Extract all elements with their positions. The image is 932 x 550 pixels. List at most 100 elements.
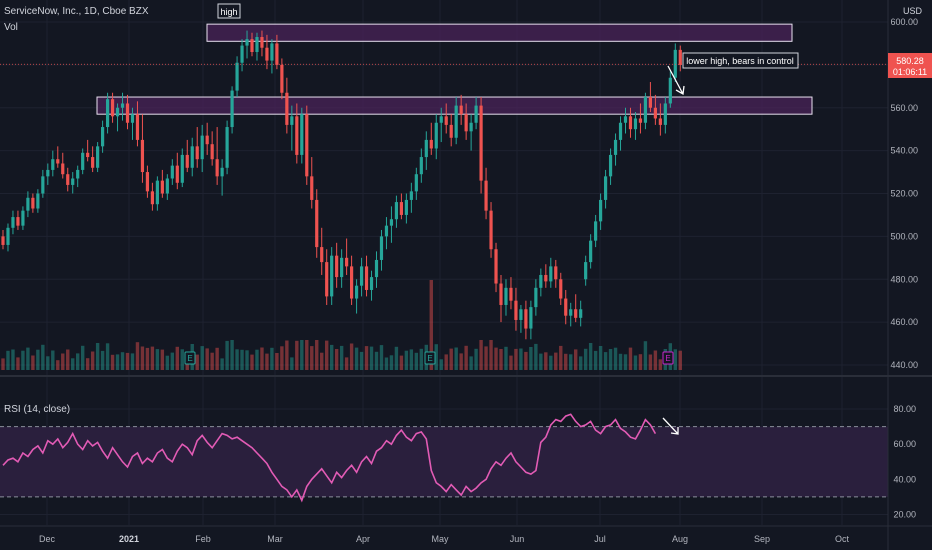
volume-bar xyxy=(80,345,85,370)
candle-body xyxy=(255,37,259,53)
volume-label: Vol xyxy=(4,22,18,33)
price-down-arrow xyxy=(667,65,685,96)
candle-body xyxy=(354,285,359,299)
volume-bar xyxy=(6,350,10,370)
lower-high-label-box xyxy=(682,52,799,69)
rsi-axis-label: 40.00 xyxy=(893,474,916,484)
candle-body xyxy=(76,169,80,179)
candle-body xyxy=(409,191,413,200)
volume-bar xyxy=(155,349,160,370)
candle-body xyxy=(574,309,578,318)
volume-bar xyxy=(574,349,578,370)
candle-body xyxy=(564,298,568,316)
volume-bar xyxy=(439,359,443,370)
candle-body xyxy=(21,210,25,226)
symbol-title: ServiceNow, Inc., 1D, Cboe BZX xyxy=(4,6,149,17)
volume-bar xyxy=(359,351,364,370)
candle-body xyxy=(280,64,284,93)
candle-body xyxy=(26,197,30,211)
candle-body xyxy=(120,103,125,108)
volume-bar xyxy=(71,358,75,370)
candle-body xyxy=(414,174,418,192)
candle-body xyxy=(36,193,40,209)
volume-bar xyxy=(379,345,384,370)
volume-bar xyxy=(150,346,155,370)
candle-body xyxy=(66,174,70,185)
candle-body xyxy=(6,227,10,245)
candle-body xyxy=(554,266,558,280)
rsi-line xyxy=(2,413,657,503)
volume-bar xyxy=(305,340,309,370)
volume-bar xyxy=(170,352,175,370)
candle-body xyxy=(51,159,55,170)
volume-bar xyxy=(364,346,369,370)
candle-body xyxy=(125,103,130,123)
candlesticks xyxy=(1,30,682,340)
time-axis-label: Jun xyxy=(510,534,525,544)
candle-body xyxy=(150,191,154,205)
candle-body xyxy=(190,146,194,168)
candle-body xyxy=(340,257,344,278)
candle-body xyxy=(529,307,533,329)
volume-bar xyxy=(344,357,349,370)
candle-body xyxy=(270,43,274,61)
volume-bar xyxy=(225,340,229,370)
volume-bar xyxy=(534,343,538,370)
earnings-marker-label: E xyxy=(665,354,670,363)
volume-bar xyxy=(285,340,289,370)
volume-bar xyxy=(76,353,80,370)
volume-bar xyxy=(200,346,204,370)
candle-body xyxy=(364,266,369,290)
candle-body xyxy=(678,49,682,65)
candle-body xyxy=(41,176,45,194)
candle-body xyxy=(549,266,553,282)
candle-body xyxy=(569,309,573,316)
volume-bar xyxy=(603,352,608,370)
volume-bar xyxy=(135,342,140,370)
candle-body xyxy=(613,139,618,155)
candle-body xyxy=(71,178,75,185)
time-axis-label: Dec xyxy=(39,534,56,544)
candle-body xyxy=(499,283,503,305)
time-axis-label: Feb xyxy=(195,534,211,544)
candle-body xyxy=(260,37,264,48)
volume-bar xyxy=(85,358,90,370)
volume-bar xyxy=(369,346,374,370)
candle-body xyxy=(559,279,563,299)
volume-bar xyxy=(404,350,409,370)
volume-bar xyxy=(265,353,269,370)
volume-bar xyxy=(125,352,130,370)
volume-bar xyxy=(245,350,249,370)
candle-body xyxy=(205,135,209,145)
time-axis-label: Jul xyxy=(594,534,606,544)
candle-body xyxy=(240,45,244,63)
volume-bar xyxy=(514,348,518,370)
last-price-tag xyxy=(888,53,932,78)
volume-bar xyxy=(240,349,244,370)
candle-body xyxy=(479,105,483,181)
candle-body xyxy=(444,116,448,125)
candle-body xyxy=(16,217,20,226)
candle-body xyxy=(379,236,384,260)
volume-bar xyxy=(454,347,458,370)
volume-bar xyxy=(100,350,105,370)
volume-bar xyxy=(205,348,209,370)
volume-bar xyxy=(325,340,329,370)
volume-bar xyxy=(643,341,648,370)
volume-bar xyxy=(564,353,568,370)
candle-body xyxy=(275,43,279,65)
candle-body xyxy=(494,249,498,284)
volume-bar xyxy=(329,344,334,370)
volume-bar xyxy=(130,353,135,370)
volume-bar xyxy=(429,280,433,370)
candle-body xyxy=(484,180,488,211)
candle-body xyxy=(101,127,105,147)
candle-body xyxy=(31,197,35,209)
volume-bar xyxy=(384,357,389,370)
candle-body xyxy=(310,176,314,200)
candle-body xyxy=(46,169,50,177)
volume-bar xyxy=(464,345,468,370)
volume-bar xyxy=(56,360,60,370)
candle-body xyxy=(185,154,189,168)
